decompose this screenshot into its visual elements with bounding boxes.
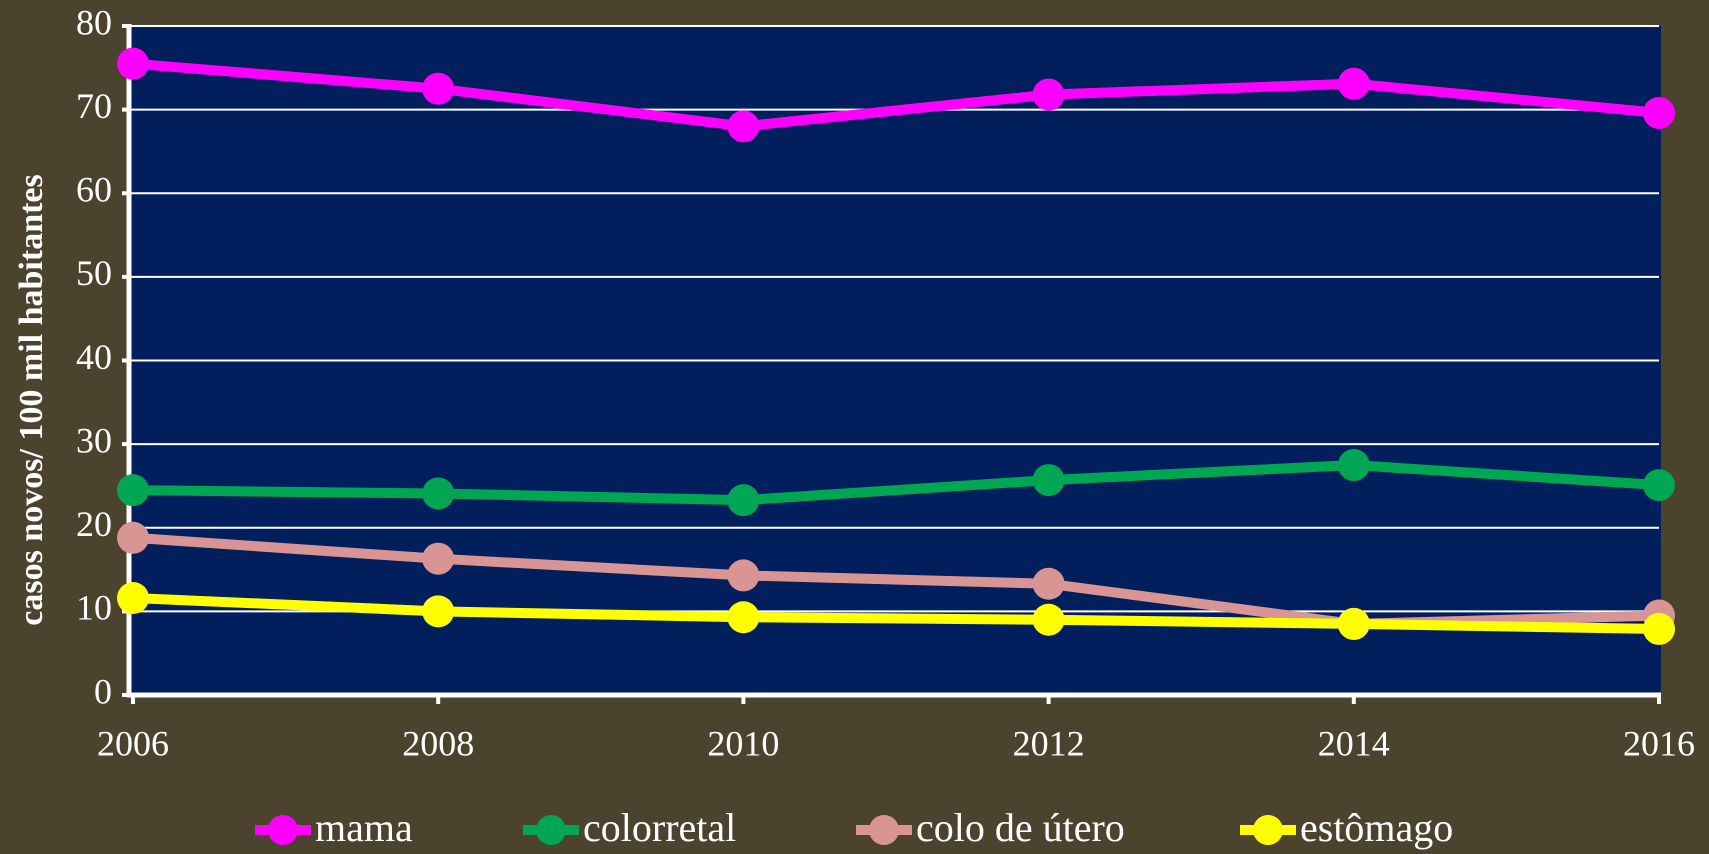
legend-label: colo de útero [916,805,1125,850]
x-tick-label: 2010 [707,723,779,763]
data-point [1337,449,1370,482]
x-tick-label: 2014 [1318,723,1390,763]
legend-label: colorretal [583,805,736,850]
y-tick-label: 40 [76,337,112,377]
x-tick-label: 2008 [402,723,474,763]
legend-label: mama [315,805,413,850]
data-point [1032,603,1065,636]
data-point [1643,469,1675,502]
data-point [727,484,760,517]
data-point [1643,612,1675,645]
data-point [727,601,760,634]
data-point [727,559,760,592]
legend-marker [268,815,298,845]
data-point [1032,78,1065,111]
data-point [1337,607,1370,640]
data-point [1032,567,1065,600]
y-tick-label: 50 [76,253,112,293]
data-point [117,521,149,554]
series-line [132,592,1660,634]
y-tick-label: 10 [76,588,112,628]
x-tick-label: 2006 [97,723,169,763]
series-line [132,460,1660,506]
x-tick-label: 2012 [1013,723,1085,763]
legend-marker [869,815,899,845]
data-point [1337,67,1370,100]
data-point [117,581,149,614]
data-point [117,47,149,80]
y-tick-label: 70 [76,86,112,126]
y-tick-label: 0 [94,671,112,711]
legend-label: estômago [1300,805,1453,850]
y-axis-label: casos novos/ 100 mil habitantes [13,174,50,626]
x-tick-label: 2016 [1623,723,1695,763]
legend-marker [1253,815,1283,845]
series-line [132,58,1660,132]
y-tick-label: 60 [76,170,112,210]
data-point [422,477,455,510]
legend-marker [536,815,566,845]
data-point [727,110,760,143]
data-point [422,72,455,105]
data-point [1643,96,1675,129]
data-point [117,474,149,507]
y-tick-label: 30 [76,420,112,460]
data-point [422,595,455,628]
y-tick-label: 20 [76,504,112,544]
y-tick-label: 80 [76,2,112,42]
data-point [422,542,455,575]
data-point [1032,464,1065,497]
